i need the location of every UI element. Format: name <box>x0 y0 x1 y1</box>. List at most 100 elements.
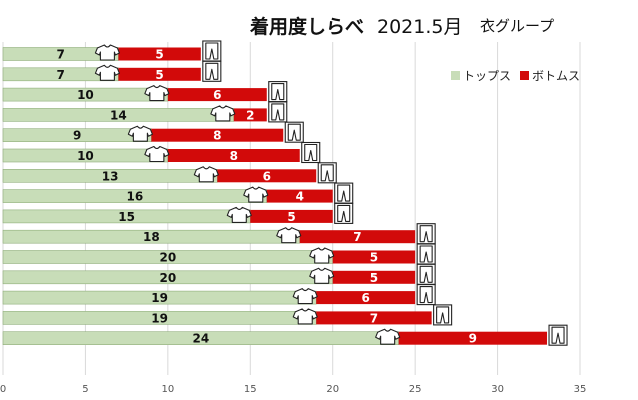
pants-icon <box>416 223 436 245</box>
x-tick-label: 15 <box>244 384 257 395</box>
tshirt-icon <box>94 44 120 61</box>
tshirt-icon <box>309 267 335 284</box>
data-label-tops: 7 <box>57 48 65 62</box>
tshirt-outline <box>94 64 120 81</box>
tshirt-icon <box>94 64 120 81</box>
x-tick-label: 30 <box>491 384 504 395</box>
data-label-bottoms: 5 <box>155 68 163 82</box>
pants-icon <box>268 101 288 123</box>
pants-icon <box>202 60 222 82</box>
tshirt-outline <box>292 288 318 305</box>
data-label-tops: 18 <box>143 230 160 244</box>
pants-shape <box>205 62 219 80</box>
pants-shape <box>205 42 219 60</box>
data-label-bottoms: 5 <box>370 251 378 265</box>
bar-bottoms <box>316 291 416 305</box>
bar-bottoms <box>332 270 416 284</box>
legend-swatch-bottoms <box>520 71 530 80</box>
pants-icon <box>284 121 304 143</box>
tshirt-outline <box>276 227 302 244</box>
bar-bottoms <box>332 250 416 264</box>
tshirt-outline <box>375 328 401 345</box>
pants-icon <box>202 40 222 62</box>
tshirt-icon <box>193 166 219 183</box>
legend-swatch-tops <box>451 71 460 80</box>
tshirt-outline <box>94 44 120 61</box>
x-tick-label: 0 <box>0 384 6 395</box>
x-tick-label: 10 <box>161 384 174 395</box>
data-label-bottoms: 5 <box>155 48 163 62</box>
data-label-bottoms: 8 <box>213 129 221 143</box>
pants-icon <box>416 243 436 265</box>
data-label-bottoms: 4 <box>296 190 304 204</box>
pants-shape <box>287 123 301 141</box>
data-label-bottoms: 5 <box>370 271 378 285</box>
data-label-tops: 16 <box>127 190 144 204</box>
tshirt-outline <box>226 206 252 223</box>
bar-bottoms <box>167 88 267 102</box>
data-label-bottoms: 8 <box>230 149 238 163</box>
data-label-bottoms: 6 <box>362 291 370 305</box>
data-label-tops: 13 <box>102 169 119 183</box>
pants-icon <box>301 141 321 164</box>
data-label-tops: 19 <box>151 291 168 305</box>
chart-title: 着用度しらべ 2021.5月 衣グループ <box>0 12 638 40</box>
data-label-tops: 14 <box>110 108 127 122</box>
pants-shape <box>419 286 433 304</box>
data-label-bottoms: 6 <box>213 88 221 102</box>
legend-item-bottoms: ボトムス <box>520 67 580 84</box>
tshirt-icon <box>226 206 252 223</box>
bar-bottoms <box>250 209 333 223</box>
data-label-bottoms: 5 <box>287 210 295 224</box>
legend: トップス ボトムス <box>451 67 589 84</box>
legend-item-tops: トップス <box>451 67 511 84</box>
pants-shape <box>419 225 433 243</box>
tshirt-icon <box>144 145 170 163</box>
data-label-tops: 9 <box>73 129 81 143</box>
x-tick-label: 20 <box>326 384 339 395</box>
bar-bottoms <box>316 311 432 325</box>
bar-bottoms <box>266 189 333 203</box>
pants-shape <box>271 103 285 121</box>
data-label-bottoms: 7 <box>370 311 378 325</box>
pants-shape <box>419 265 433 283</box>
pants-shape <box>436 306 450 324</box>
pants-icon <box>334 202 354 224</box>
tshirt-outline <box>144 85 170 102</box>
bar-bottoms <box>151 128 284 142</box>
tshirt-outline <box>243 186 269 203</box>
tshirt-icon <box>309 247 335 264</box>
tshirt-icon <box>127 125 153 142</box>
bar-bottoms <box>217 169 317 183</box>
data-label-bottoms: 6 <box>263 169 271 183</box>
data-label-tops: 15 <box>118 210 135 224</box>
data-label-tops: 20 <box>160 251 177 265</box>
chart-title-main: 着用度しらべ <box>250 16 365 38</box>
tshirt-icon <box>210 105 236 122</box>
tshirt-icon <box>292 288 318 305</box>
x-tick-label: 35 <box>574 384 587 395</box>
tshirt-icon <box>375 328 401 345</box>
x-tick-label: 5 <box>82 384 88 395</box>
tshirt-icon <box>144 85 170 102</box>
tshirt-outline <box>309 267 335 284</box>
bar-bottoms <box>299 230 416 244</box>
tshirt-icon <box>292 308 318 325</box>
legend-label-tops: トップス <box>463 69 512 83</box>
pants-shape <box>419 245 433 263</box>
tshirt-icon <box>276 227 302 244</box>
data-label-tops: 10 <box>77 88 94 102</box>
data-label-tops: 20 <box>160 271 177 285</box>
pants-shape <box>320 164 334 182</box>
x-tick-label: 25 <box>409 384 422 395</box>
pants-icon <box>334 182 354 204</box>
tshirt-icon <box>243 186 269 203</box>
chart-title-group: 衣グループ <box>480 17 555 35</box>
bar-bottoms <box>167 149 300 162</box>
bar-bottoms <box>118 47 201 61</box>
pants-icon <box>317 162 337 184</box>
tshirt-outline <box>309 247 335 264</box>
legend-label-bottoms: ボトムス <box>532 69 581 83</box>
pants-shape <box>271 83 285 101</box>
tshirt-outline <box>210 105 236 122</box>
